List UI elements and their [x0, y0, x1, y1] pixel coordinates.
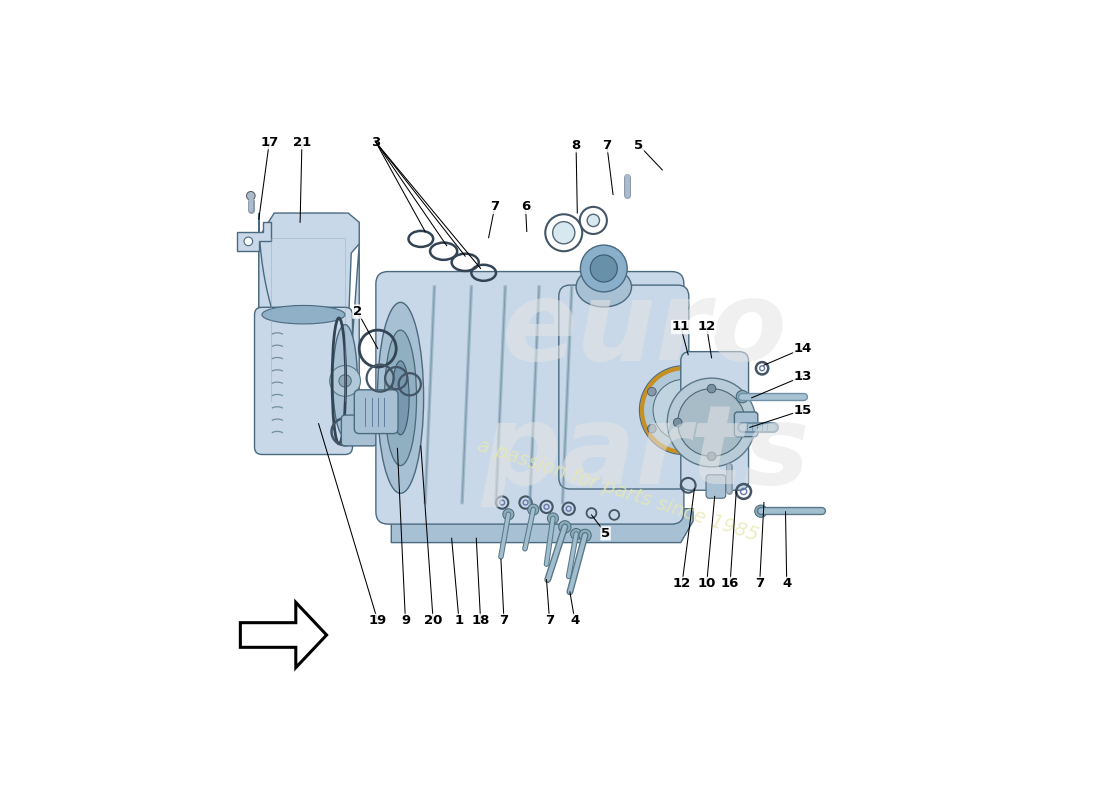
Text: 3: 3	[371, 136, 381, 149]
Polygon shape	[258, 213, 360, 410]
Text: 14: 14	[793, 342, 812, 355]
Polygon shape	[238, 222, 271, 251]
Circle shape	[552, 222, 575, 244]
Text: 20: 20	[424, 614, 442, 627]
Circle shape	[339, 374, 351, 387]
Ellipse shape	[385, 330, 417, 466]
Circle shape	[330, 366, 361, 396]
Circle shape	[503, 509, 514, 520]
FancyBboxPatch shape	[376, 271, 684, 524]
Circle shape	[648, 424, 657, 433]
FancyBboxPatch shape	[341, 415, 376, 446]
Circle shape	[712, 424, 720, 433]
Text: a passion for parts since 1985: a passion for parts since 1985	[475, 436, 761, 545]
Text: 21: 21	[293, 136, 311, 149]
Circle shape	[591, 255, 617, 282]
FancyBboxPatch shape	[681, 352, 748, 490]
Circle shape	[587, 214, 600, 226]
Text: 7: 7	[499, 614, 508, 627]
Circle shape	[736, 390, 748, 402]
Ellipse shape	[576, 267, 631, 307]
Text: 7: 7	[603, 138, 612, 152]
Text: 1: 1	[454, 614, 463, 627]
FancyBboxPatch shape	[706, 475, 726, 498]
Circle shape	[546, 214, 582, 251]
Text: 4: 4	[782, 578, 791, 590]
FancyBboxPatch shape	[254, 307, 352, 454]
FancyBboxPatch shape	[559, 285, 689, 489]
Circle shape	[707, 384, 716, 393]
Text: 15: 15	[793, 404, 812, 417]
Circle shape	[548, 513, 559, 524]
Circle shape	[246, 191, 255, 200]
Ellipse shape	[262, 306, 345, 324]
Text: 7: 7	[544, 614, 554, 627]
Text: 12: 12	[697, 321, 716, 334]
Ellipse shape	[392, 361, 409, 434]
Circle shape	[707, 452, 716, 461]
Ellipse shape	[377, 302, 424, 494]
Circle shape	[341, 351, 349, 358]
FancyBboxPatch shape	[354, 390, 398, 434]
Circle shape	[741, 418, 750, 426]
Text: 7: 7	[491, 200, 499, 214]
Polygon shape	[240, 602, 327, 668]
Text: euro
parts: euro parts	[481, 276, 810, 507]
Circle shape	[559, 521, 571, 533]
Circle shape	[648, 387, 657, 396]
Text: 5: 5	[601, 527, 610, 540]
Polygon shape	[258, 213, 360, 410]
Text: 7: 7	[755, 578, 764, 590]
Text: 9: 9	[400, 614, 410, 627]
Circle shape	[571, 529, 582, 539]
Circle shape	[712, 387, 720, 396]
Polygon shape	[392, 509, 693, 542]
Text: 19: 19	[368, 614, 387, 627]
Circle shape	[653, 379, 715, 441]
Circle shape	[580, 207, 607, 234]
Circle shape	[668, 378, 756, 467]
Text: 5: 5	[635, 138, 643, 152]
Circle shape	[639, 366, 728, 454]
Circle shape	[678, 389, 746, 456]
Circle shape	[579, 529, 591, 542]
Text: 4: 4	[570, 614, 580, 627]
Text: 10: 10	[697, 578, 716, 590]
Circle shape	[673, 418, 682, 426]
FancyBboxPatch shape	[735, 412, 758, 437]
Circle shape	[755, 505, 767, 518]
Circle shape	[244, 237, 253, 246]
Text: 12: 12	[673, 578, 691, 590]
Text: 11: 11	[672, 321, 690, 334]
Text: 6: 6	[521, 200, 530, 214]
Text: 17: 17	[261, 136, 278, 149]
Text: 18: 18	[472, 614, 490, 627]
Text: 8: 8	[571, 138, 581, 152]
Text: 2: 2	[353, 305, 362, 318]
Ellipse shape	[332, 325, 358, 437]
Circle shape	[341, 333, 349, 340]
Circle shape	[528, 504, 539, 515]
Circle shape	[581, 245, 627, 292]
Text: 16: 16	[720, 578, 739, 590]
Text: 13: 13	[793, 370, 812, 382]
